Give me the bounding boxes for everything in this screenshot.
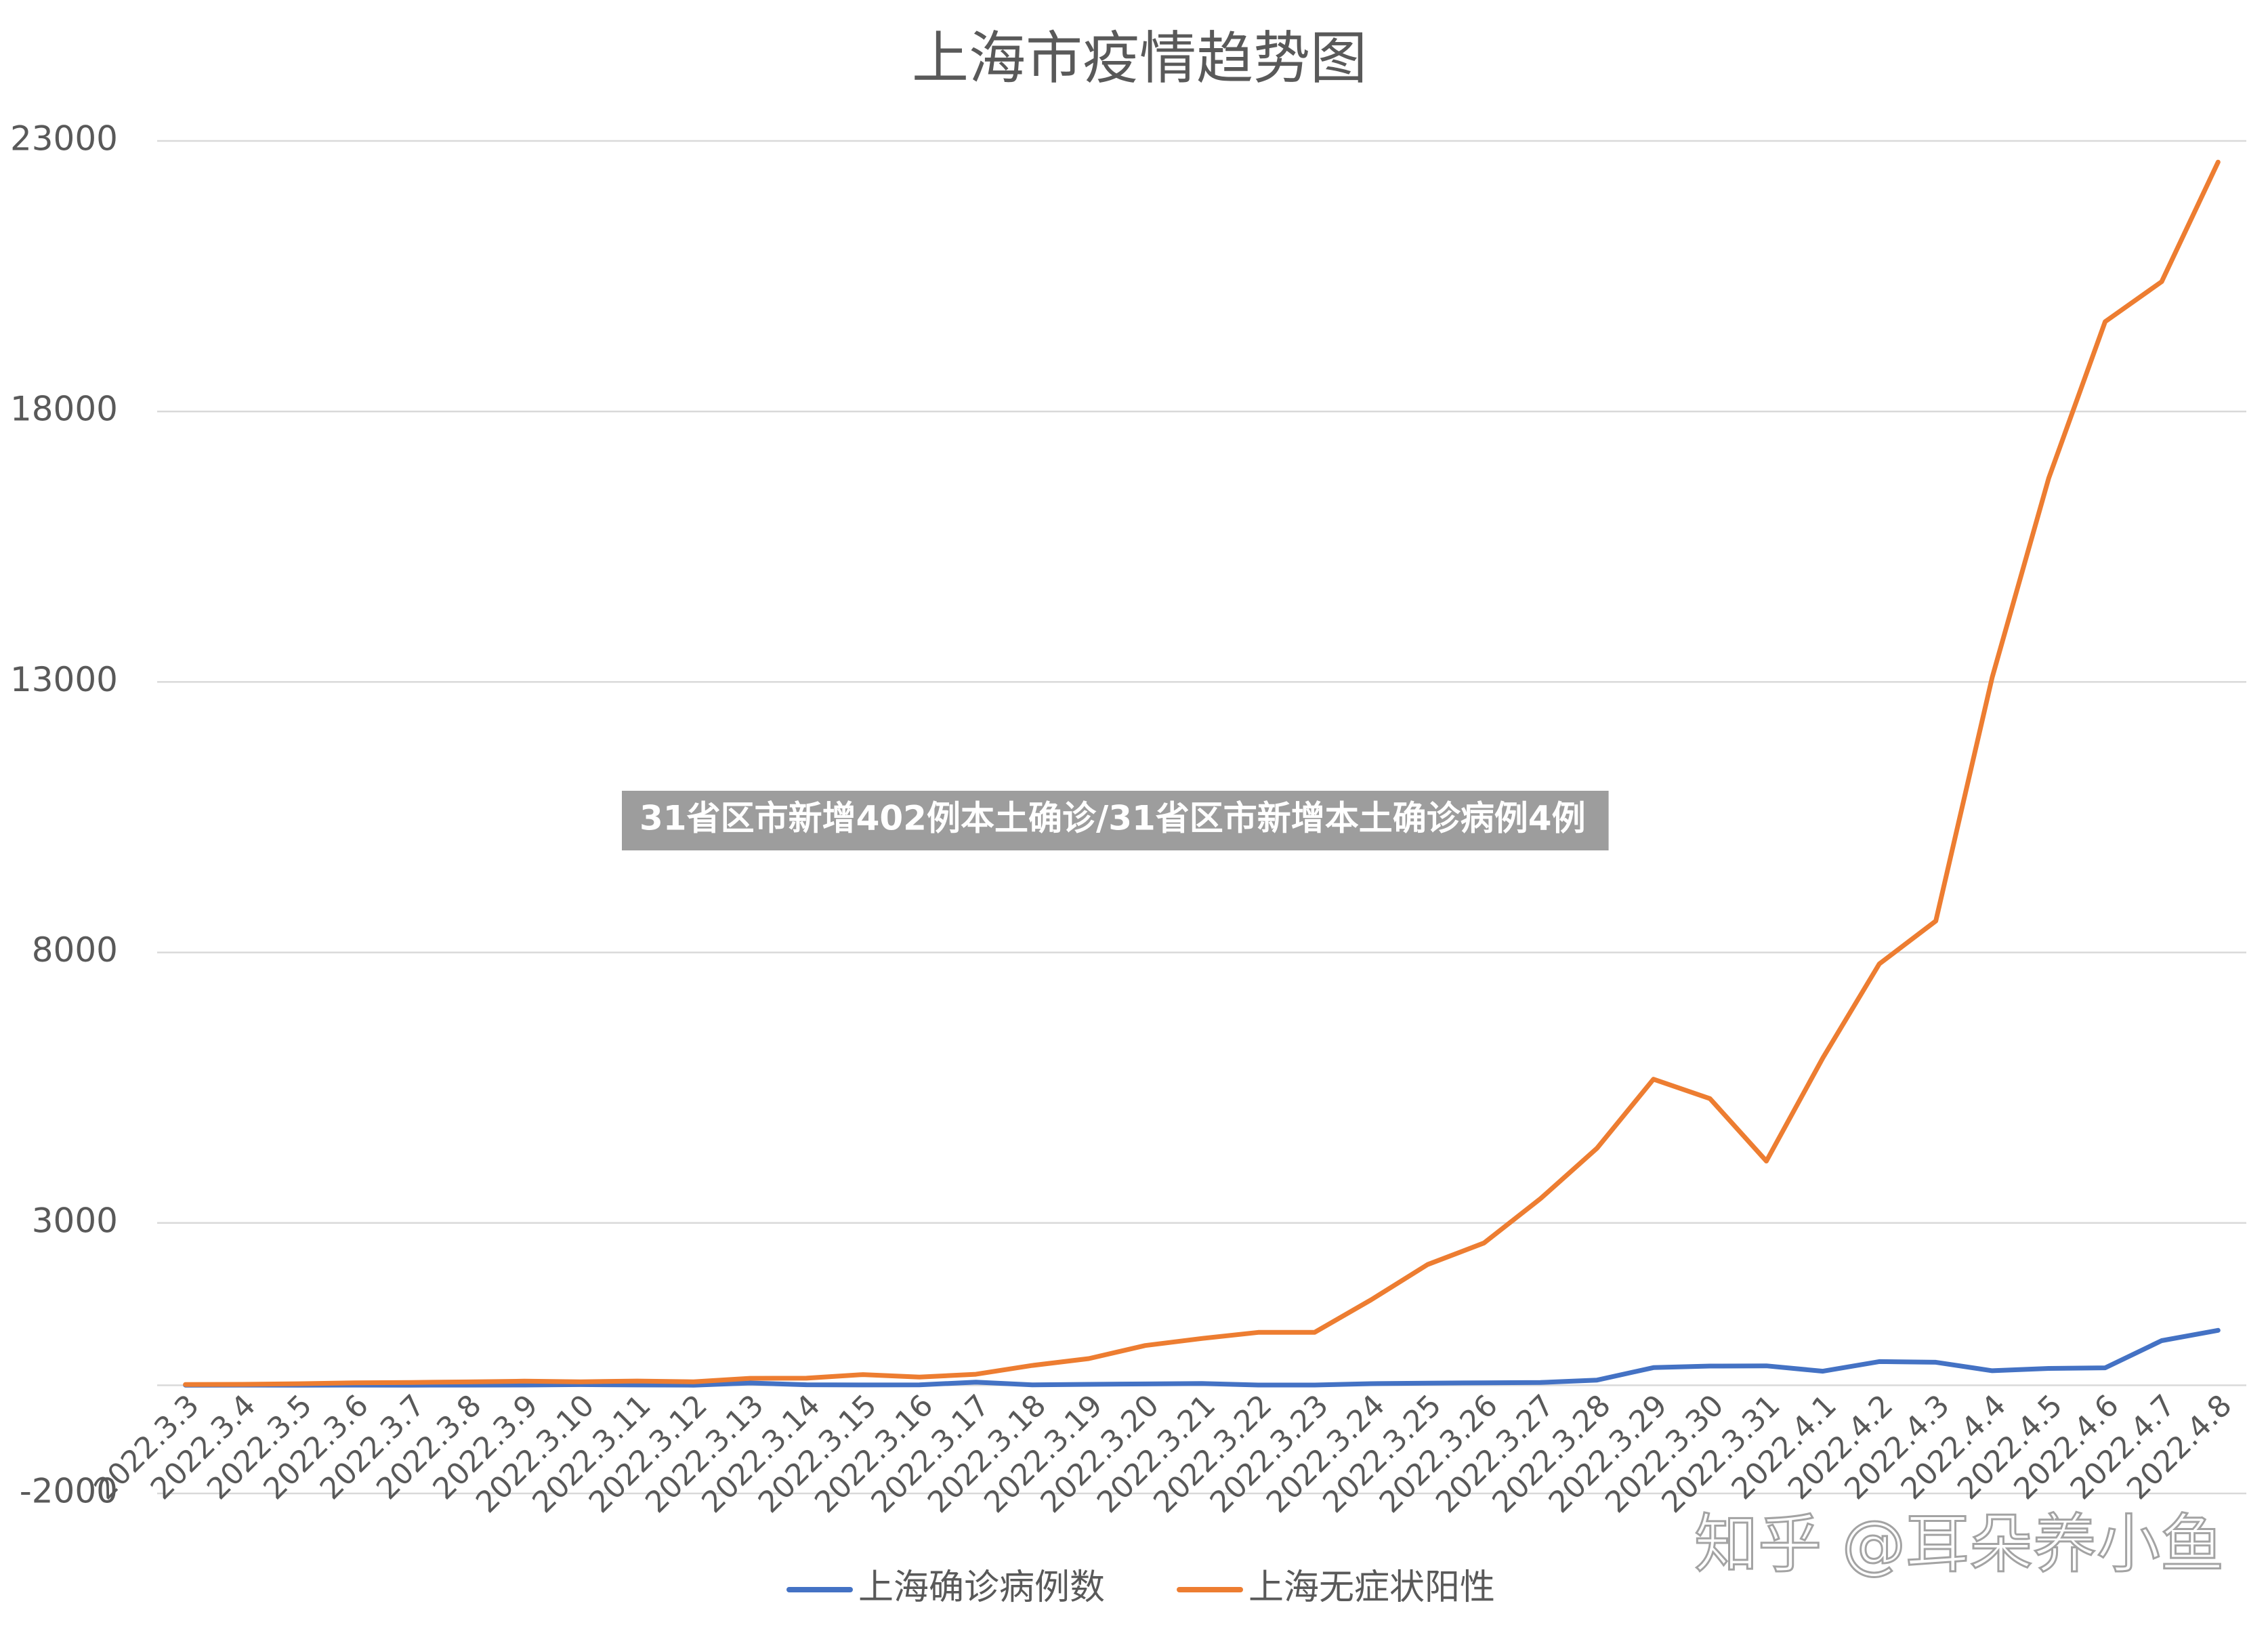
banner-box — [622, 791, 1609, 850]
y-tick-label: 8000 — [32, 930, 118, 970]
y-tick-label: 18000 — [10, 390, 118, 429]
watermark: 知乎 @耳朵养小鱼 — [1694, 1508, 2224, 1582]
series-line — [183, 159, 2221, 1387]
banner-text: 31省区市新增402例本土确诊/31省区市新增本土确诊病例4例 — [639, 799, 1586, 838]
y-tick-label: 13000 — [10, 660, 118, 699]
y-tick-label: 3000 — [32, 1201, 118, 1240]
legend-label: 上海无症状阳性 — [1248, 1567, 1495, 1608]
y-tick-label: 23000 — [10, 119, 118, 159]
y-tick-label: -2000 — [20, 1472, 118, 1511]
series-line — [183, 1327, 2221, 1388]
chart-title: 上海市疫情趋势图 — [912, 25, 1367, 91]
legend-label: 上海确诊病例数 — [858, 1567, 1105, 1608]
